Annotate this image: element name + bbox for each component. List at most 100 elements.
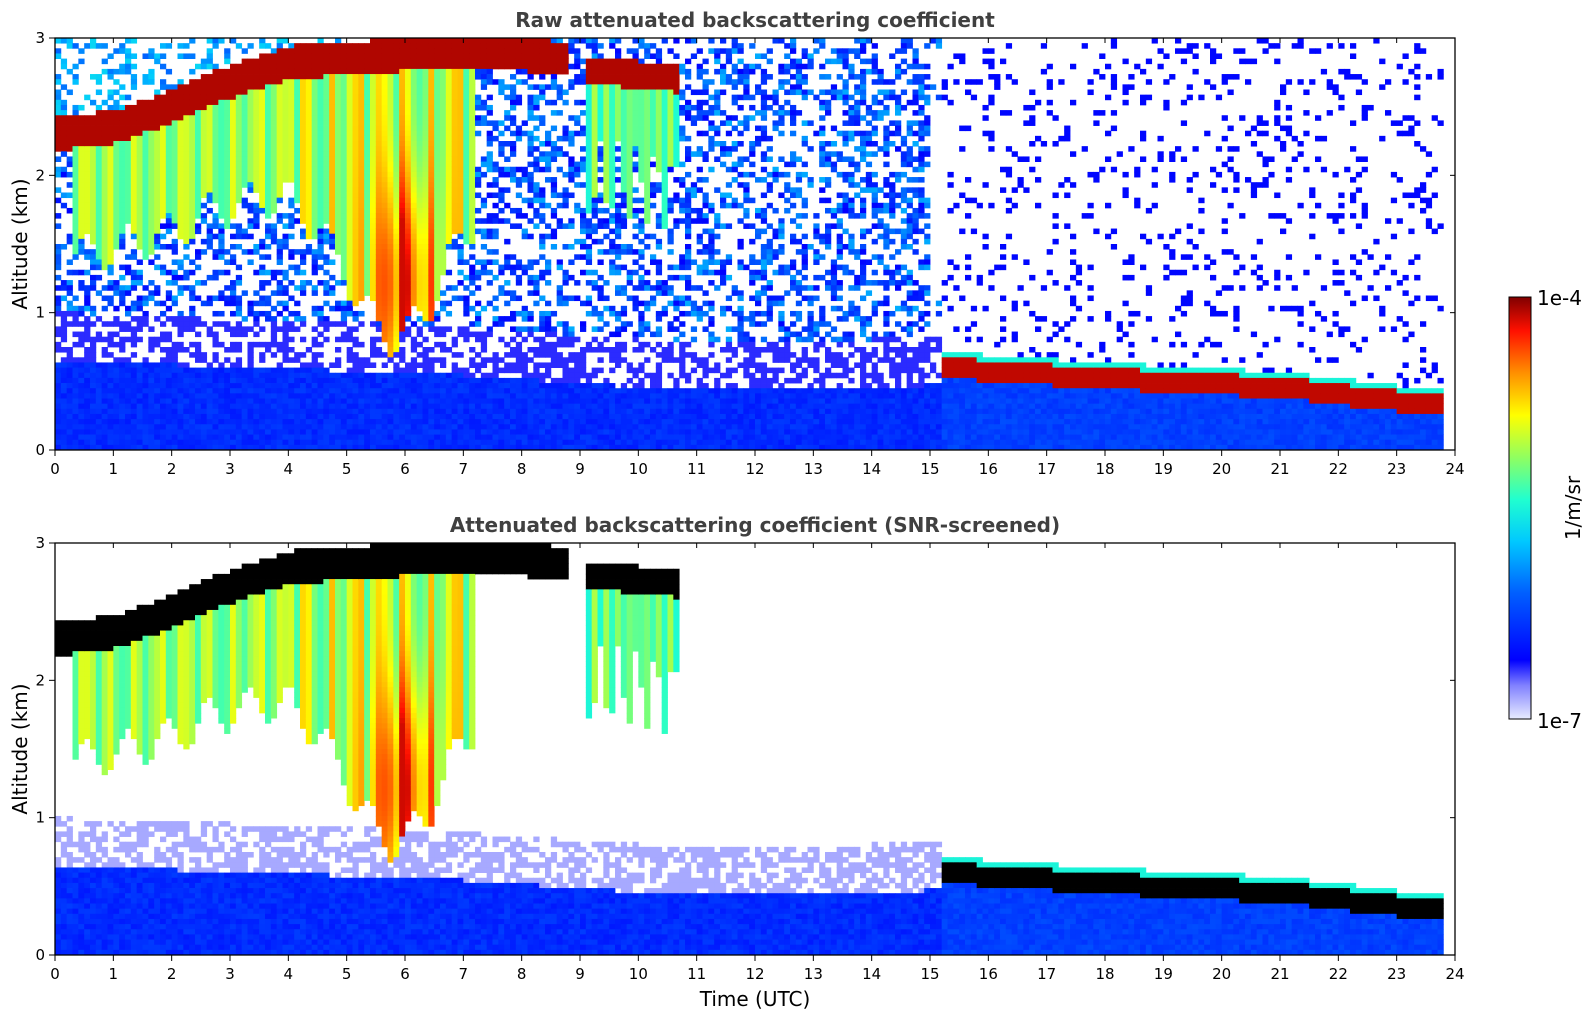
heatmap-cell [504,264,511,271]
heatmap-cell [276,403,283,410]
heatmap-cell [335,171,342,178]
heatmap-cell [265,182,272,188]
heatmap-cell [381,259,388,265]
heatmap-cell [358,171,365,178]
heatmap-cell [107,398,114,405]
heatmap-cell [142,161,149,168]
heatmap-cell [416,408,423,415]
heatmap-cell [206,177,213,183]
heatmap-cell [370,94,377,101]
heatmap-cell [72,439,79,446]
heatmap-cell [510,403,517,410]
heatmap-cell [206,223,213,229]
heatmap-cell [486,259,493,265]
heatmap-cell [440,424,447,430]
heatmap-cell [101,244,108,250]
heatmap-cell [451,393,458,399]
heatmap-cell [288,233,295,240]
heatmap-cell [451,120,458,126]
heatmap-cell [305,408,313,415]
heatmap-cell [113,305,120,312]
heatmap-cell [381,68,388,75]
heatmap-cell [125,326,132,332]
heatmap-cell [224,326,231,332]
heatmap-cell [375,177,383,183]
heatmap-cell [486,393,493,399]
heatmap-cell [405,125,412,132]
heatmap-cell [177,182,184,188]
heatmap-cell [212,177,219,183]
heatmap-cell [370,223,377,229]
heatmap-cell [282,321,289,327]
heatmap-cell [323,413,330,420]
heatmap-cell [440,38,447,44]
heatmap-cell [55,439,62,446]
heatmap-cell [451,182,458,188]
heatmap-cell [165,377,173,384]
heatmap-cell [119,424,126,430]
heatmap-cell [364,146,371,152]
heatmap-cell [130,202,138,209]
heatmap-cell [171,280,178,286]
heatmap-cell [177,377,184,384]
heatmap-cell [282,223,289,229]
heatmap-cell [346,110,353,116]
heatmap-cell [119,48,126,54]
heatmap-cell [440,228,447,235]
heatmap-cell [364,151,371,157]
heatmap-cell [265,202,272,209]
heatmap-cell [434,295,441,302]
heatmap-cell [329,130,336,137]
heatmap-cell [253,177,260,183]
heatmap-cell [259,43,266,49]
heatmap-cell [399,228,406,235]
heatmap-cell [72,151,79,157]
heatmap-cell [480,38,488,44]
heatmap-cell [410,321,418,327]
heatmap-cell [218,74,225,80]
heatmap-cell [66,125,73,132]
heatmap-cell [346,197,353,204]
heatmap-cell [393,156,400,162]
heatmap-cell [189,171,196,178]
heatmap-cell [300,48,307,54]
heatmap-cell [253,74,260,80]
heatmap-cell [177,104,184,111]
heatmap-cell [241,228,248,235]
heatmap-cell [253,434,260,441]
heatmap-cell [136,372,143,379]
heatmap-cell [125,141,132,147]
heatmap-cell [241,161,248,168]
heatmap-cell [171,166,178,173]
heatmap-cell [183,120,190,126]
heatmap-cell [154,141,161,147]
heatmap-cell [375,244,383,250]
heatmap-cell [370,99,377,106]
heatmap-cell [381,290,388,296]
heatmap-cell [288,326,295,332]
heatmap-cell [200,398,208,405]
heatmap-cell [55,166,62,173]
heatmap-cell [130,166,138,173]
heatmap-cell [206,63,213,70]
heatmap-cell [130,305,138,312]
heatmap-cell [311,439,318,446]
heatmap-cell [504,38,511,44]
heatmap-cell [416,295,423,302]
heatmap-cell [498,166,505,173]
heatmap-cell [440,383,447,389]
heatmap-cell [148,434,155,441]
heatmap-cell [329,104,336,111]
heatmap-cell [492,305,499,312]
heatmap-cell [119,166,126,173]
heatmap-cell [259,110,266,116]
heatmap-cell [352,264,359,271]
heatmap-cell [428,192,435,199]
heatmap-cell [358,74,365,80]
heatmap-cell [72,377,79,384]
heatmap-cell [387,321,394,327]
heatmap-cell [84,94,91,101]
heatmap-cell [189,192,196,199]
heatmap-cell [230,63,237,70]
heatmap-cell [381,141,388,147]
